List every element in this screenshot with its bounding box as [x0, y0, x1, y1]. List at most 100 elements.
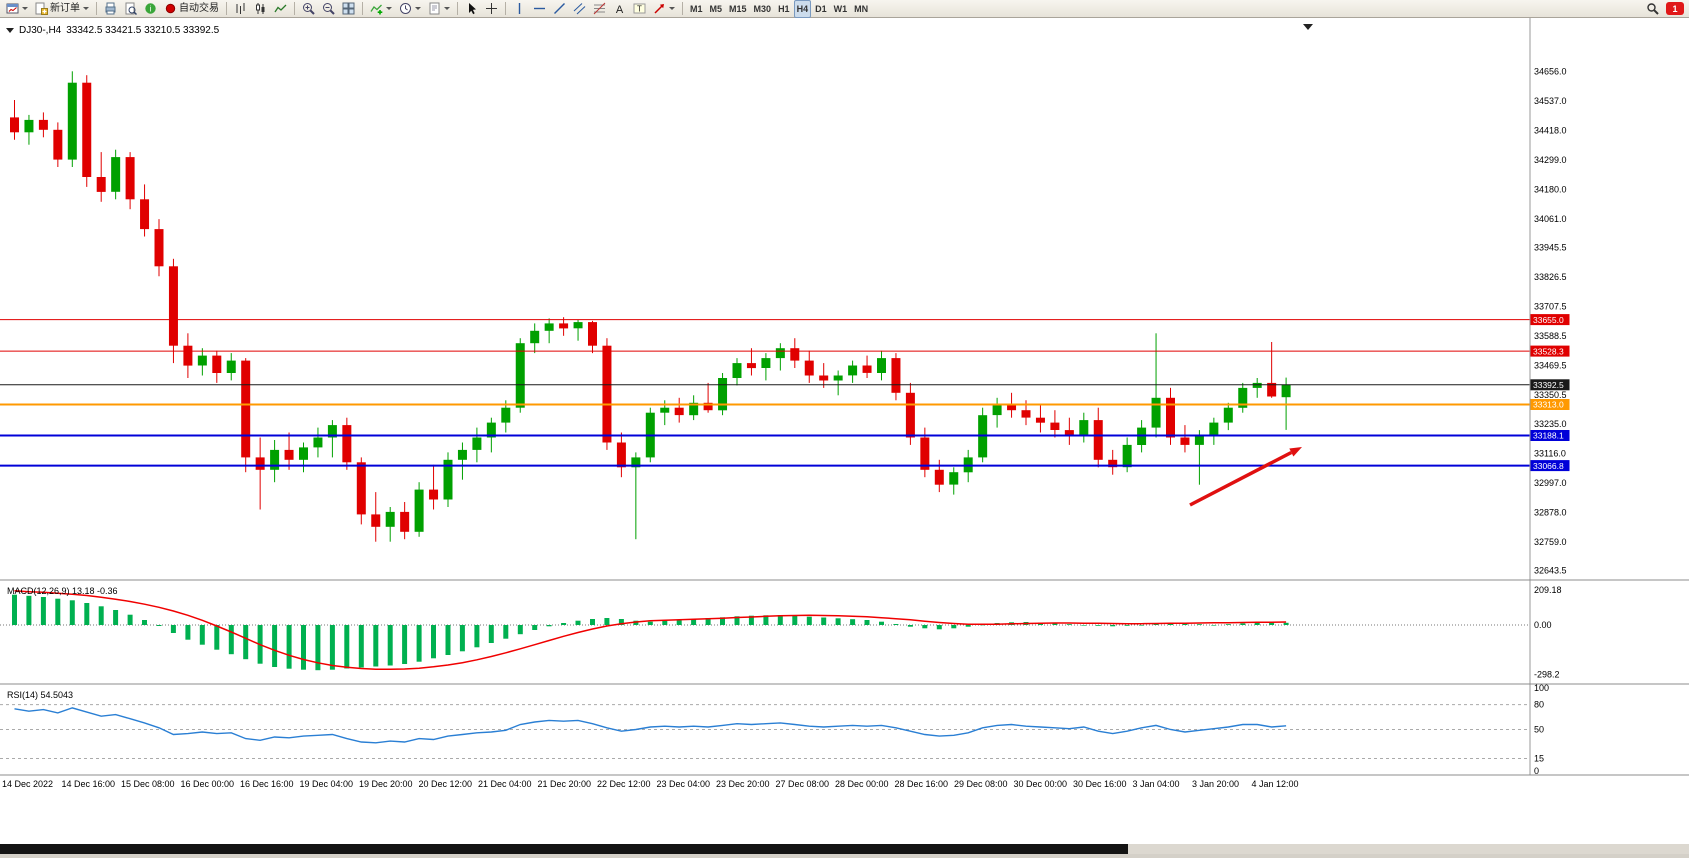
- svg-text:34061.0: 34061.0: [1534, 214, 1567, 224]
- tile-windows-button[interactable]: [339, 0, 358, 18]
- alert-badge[interactable]: 1: [1666, 2, 1684, 15]
- hline-icon: [533, 2, 546, 15]
- cursor-icon: [465, 2, 478, 15]
- timeframe-w1-button[interactable]: W1: [833, 3, 848, 14]
- price-badge: [1530, 345, 1570, 357]
- svg-text:209.18: 209.18: [1534, 585, 1562, 595]
- svg-text:30 Dec 00:00: 30 Dec 00:00: [1014, 779, 1068, 789]
- svg-text:50: 50: [1534, 725, 1544, 735]
- green-info-icon: i: [144, 2, 157, 15]
- equidistant-channel-button[interactable]: [570, 0, 589, 18]
- svg-text:-298.2: -298.2: [1534, 670, 1560, 680]
- candle-body: [313, 437, 323, 448]
- timeframe-m1-button[interactable]: M1: [690, 3, 703, 14]
- caret-down-icon: [22, 7, 28, 10]
- new-order-button[interactable]: 新订单: [32, 0, 92, 18]
- timeframe-h4-button[interactable]: H4: [793, 0, 812, 18]
- svg-text:15: 15: [1534, 754, 1544, 764]
- candle-body: [371, 514, 381, 527]
- chart-menu-caret-icon[interactable]: [1303, 24, 1313, 30]
- data-window-button[interactable]: [121, 0, 140, 18]
- timeframe-m30-button[interactable]: M30: [753, 3, 772, 14]
- channel-icon: [573, 2, 586, 15]
- chart-symbol-period: DJ30-,H4: [19, 25, 62, 36]
- annotation-arrow[interactable]: [1189, 447, 1302, 507]
- caret-down-icon: [83, 7, 89, 10]
- candle-body: [241, 360, 251, 458]
- horizontal-scrollbar-thumb[interactable]: [0, 844, 1128, 854]
- candle-body: [674, 407, 684, 416]
- candle-body: [1151, 397, 1161, 428]
- svg-text:34299.0: 34299.0: [1534, 155, 1567, 165]
- candle-body: [140, 199, 150, 230]
- svg-text:14 Dec 16:00: 14 Dec 16:00: [62, 779, 116, 789]
- bar-chart-button[interactable]: [231, 0, 250, 18]
- timeframe-mn-button[interactable]: MN: [854, 3, 869, 14]
- vertical-line-button[interactable]: [510, 0, 529, 18]
- templates-button[interactable]: [425, 0, 453, 18]
- price-badge: [1530, 430, 1570, 441]
- candlestick-chart-button[interactable]: [251, 0, 270, 18]
- indicators-button[interactable]: [367, 0, 395, 18]
- svg-text:33826.5: 33826.5: [1534, 272, 1567, 282]
- candle-body: [746, 363, 756, 369]
- svg-text:34418.0: 34418.0: [1534, 125, 1567, 135]
- candle-body: [111, 157, 121, 192]
- autotrade-button[interactable]: 自动交易: [161, 0, 222, 18]
- line-chart-button[interactable]: [271, 0, 290, 18]
- candle-body: [544, 323, 554, 331]
- svg-text:33116.0: 33116.0: [1534, 448, 1566, 458]
- candle-body: [1050, 422, 1060, 430]
- horizontal-line-button[interactable]: [530, 0, 549, 18]
- terminal-button[interactable]: i: [141, 0, 160, 18]
- candle-body: [1223, 407, 1233, 423]
- candle-body: [934, 469, 944, 485]
- horizontal-scrollbar-track[interactable]: [0, 844, 1689, 854]
- arrows-button[interactable]: [650, 0, 678, 18]
- timeframe-m5-button[interactable]: M5: [709, 3, 723, 14]
- candle-body: [1281, 384, 1291, 398]
- candle-body: [1064, 430, 1074, 436]
- zoom-out-button[interactable]: [319, 0, 338, 18]
- print-icon: [104, 2, 117, 15]
- candle-body: [183, 345, 193, 366]
- candle-body: [1166, 397, 1175, 438]
- svg-text:33588.5: 33588.5: [1534, 331, 1567, 341]
- price-axis-labels: 34656.0 34537.0 34418.0 34299.0 34180.0 34061…: [1534, 66, 1567, 575]
- market-watch-button[interactable]: [101, 0, 120, 18]
- candle-body: [1021, 410, 1031, 418]
- candle-body: [1122, 444, 1132, 468]
- svg-text:32997.0: 32997.0: [1534, 478, 1567, 488]
- svg-text:34537.0: 34537.0: [1534, 96, 1567, 106]
- search-button[interactable]: [1643, 0, 1662, 18]
- candle-body: [400, 511, 410, 532]
- text-button[interactable]: A: [610, 0, 629, 18]
- periods-button[interactable]: [396, 0, 424, 18]
- candle-body: [1194, 435, 1204, 445]
- time-axis-labels: 14 Dec 2022 14 Dec 16:00 15 Dec 08:00 16 De…: [2, 779, 1299, 789]
- zoom-in-button[interactable]: [299, 0, 318, 18]
- candle-body: [125, 157, 135, 200]
- trendline-button[interactable]: [550, 0, 569, 18]
- fibonacci-button[interactable]: [590, 0, 609, 18]
- candle-body: [775, 348, 785, 359]
- price-badge: [1530, 399, 1570, 410]
- chart-canvas[interactable]: 34656.0 34537.0 34418.0 34299.0 34180.0 34061…: [0, 18, 1689, 792]
- cursor-button[interactable]: [462, 0, 481, 18]
- candle-body: [82, 82, 92, 177]
- macd-histogram: [12, 594, 1289, 671]
- svg-text:33469.5: 33469.5: [1534, 361, 1567, 371]
- svg-text:i: i: [150, 4, 152, 13]
- crosshair-button[interactable]: [482, 0, 501, 18]
- timeframe-m15-button[interactable]: M15: [729, 3, 747, 14]
- chart-title-caret-icon[interactable]: [6, 28, 14, 33]
- caret-down-icon: [444, 7, 450, 10]
- text-label-button[interactable]: T: [630, 0, 649, 18]
- candle-body: [848, 365, 858, 376]
- timeframe-d1-button[interactable]: D1: [815, 3, 827, 14]
- timeframe-h1-button[interactable]: H1: [778, 3, 790, 14]
- search-icon: [1646, 2, 1659, 15]
- svg-text:22 Dec 12:00: 22 Dec 12:00: [597, 779, 651, 789]
- price-badges: 33655.0 33528.3 33392.5 33313.0 33188.1 33066…: [1530, 314, 1570, 472]
- chart-window-button[interactable]: [3, 0, 31, 18]
